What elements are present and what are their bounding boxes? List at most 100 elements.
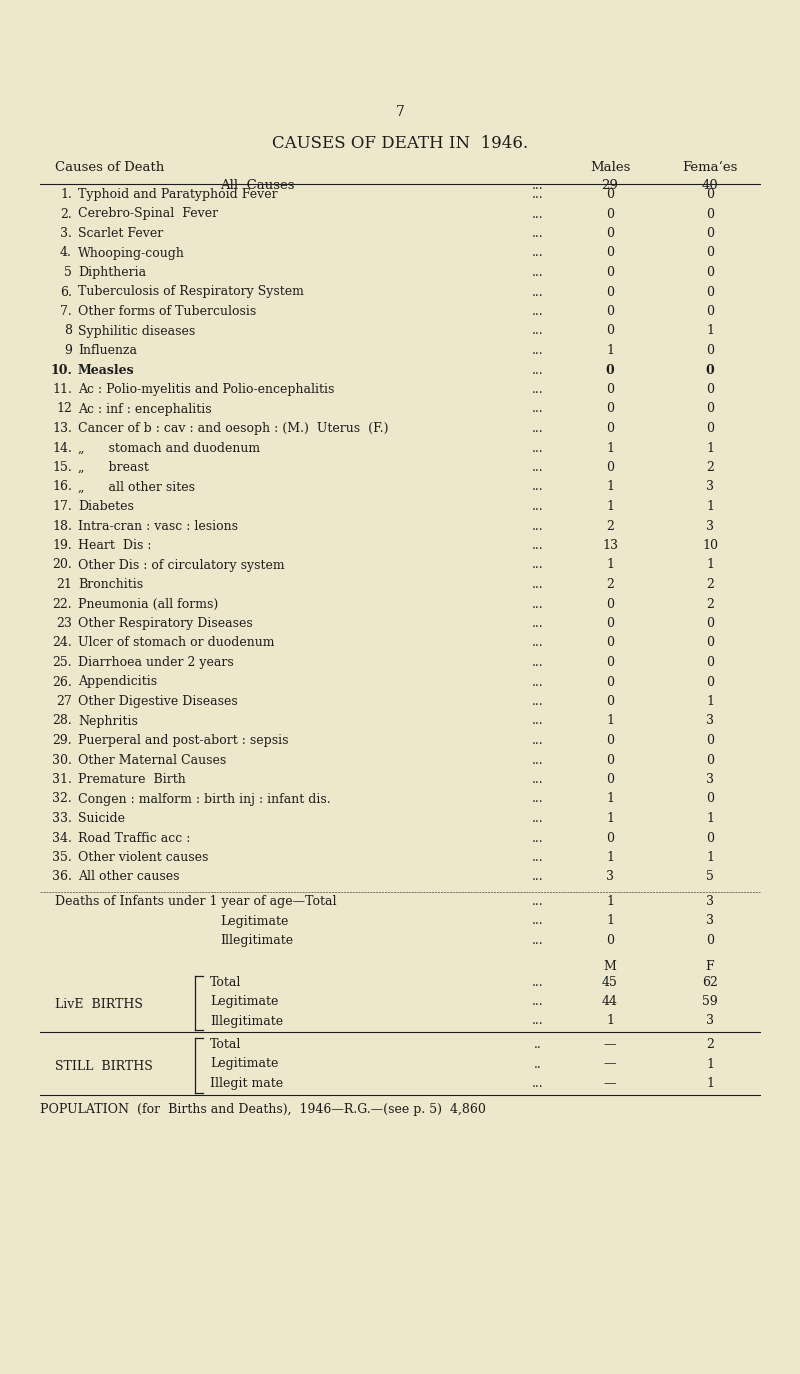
Text: Premature  Birth: Premature Birth	[78, 774, 186, 786]
Text: 0: 0	[606, 246, 614, 260]
Text: 1: 1	[606, 481, 614, 493]
Text: ...: ...	[532, 676, 544, 688]
Text: 4.: 4.	[60, 246, 72, 260]
Text: ...: ...	[532, 1014, 544, 1028]
Text: Deaths of Infants under 1 year of age—Total: Deaths of Infants under 1 year of age—To…	[55, 894, 337, 908]
Text: 14.: 14.	[52, 441, 72, 455]
Text: 1: 1	[706, 558, 714, 572]
Text: ...: ...	[532, 441, 544, 455]
Text: ...: ...	[532, 519, 544, 533]
Text: 8: 8	[64, 324, 72, 338]
Text: 9: 9	[64, 344, 72, 357]
Text: 0: 0	[706, 734, 714, 747]
Text: F: F	[706, 959, 714, 973]
Text: Bronchitis: Bronchitis	[78, 578, 143, 591]
Text: 1: 1	[706, 695, 714, 708]
Text: Ac : Polio-myelitis and Polio-encephalitis: Ac : Polio-myelitis and Polio-encephalit…	[78, 383, 334, 396]
Text: 0: 0	[606, 734, 614, 747]
Text: 1: 1	[606, 812, 614, 824]
Text: Intra-cran : vasc : lesions: Intra-cran : vasc : lesions	[78, 519, 238, 533]
Text: „      stomach and duodenum: „ stomach and duodenum	[78, 441, 260, 455]
Text: 0: 0	[606, 934, 614, 947]
Text: 2: 2	[606, 578, 614, 591]
Text: Causes of Death: Causes of Death	[55, 161, 164, 174]
Text: 1: 1	[606, 915, 614, 927]
Text: 32.: 32.	[52, 793, 72, 805]
Text: Illegitimate: Illegitimate	[220, 934, 293, 947]
Text: Cerebro-Spinal  Fever: Cerebro-Spinal Fever	[78, 207, 218, 220]
Text: 3: 3	[706, 774, 714, 786]
Text: CAUSES OF DEATH IN  1946.: CAUSES OF DEATH IN 1946.	[272, 135, 528, 153]
Text: 0: 0	[606, 695, 614, 708]
Text: 0: 0	[606, 188, 614, 201]
Text: ...: ...	[532, 558, 544, 572]
Text: Scarlet Fever: Scarlet Fever	[78, 227, 163, 240]
Text: 10.: 10.	[50, 364, 72, 376]
Text: Measles: Measles	[78, 364, 134, 376]
Text: 2: 2	[706, 598, 714, 610]
Text: ...: ...	[532, 246, 544, 260]
Text: 1: 1	[606, 500, 614, 513]
Text: 1: 1	[706, 441, 714, 455]
Text: ...: ...	[532, 831, 544, 845]
Text: ...: ...	[532, 578, 544, 591]
Text: 0: 0	[606, 617, 614, 631]
Text: 23: 23	[56, 617, 72, 631]
Text: 3: 3	[706, 714, 714, 727]
Text: ...: ...	[532, 383, 544, 396]
Text: 7: 7	[395, 104, 405, 120]
Text: —: —	[604, 1037, 616, 1051]
Text: 1: 1	[706, 812, 714, 824]
Text: 0: 0	[706, 227, 714, 240]
Text: Influenza: Influenza	[78, 344, 137, 357]
Text: ...: ...	[532, 403, 544, 415]
Text: 1: 1	[606, 558, 614, 572]
Text: 1: 1	[606, 1014, 614, 1028]
Text: Pneumonia (all forms): Pneumonia (all forms)	[78, 598, 218, 610]
Text: All other causes: All other causes	[78, 871, 179, 883]
Text: 22.: 22.	[52, 598, 72, 610]
Text: 59: 59	[702, 995, 718, 1009]
Text: 5: 5	[64, 267, 72, 279]
Text: ...: ...	[532, 753, 544, 767]
Text: Road Traffic acc :: Road Traffic acc :	[78, 831, 190, 845]
Text: 0: 0	[706, 383, 714, 396]
Text: 30.: 30.	[52, 753, 72, 767]
Text: 0: 0	[706, 422, 714, 436]
Text: Diphtheria: Diphtheria	[78, 267, 146, 279]
Text: —: —	[604, 1058, 616, 1070]
Text: 1: 1	[606, 441, 614, 455]
Text: ...: ...	[532, 539, 544, 552]
Text: 3: 3	[706, 915, 714, 927]
Text: Illegit mate: Illegit mate	[210, 1077, 283, 1090]
Text: Other Digestive Diseases: Other Digestive Diseases	[78, 695, 238, 708]
Text: ...: ...	[532, 598, 544, 610]
Text: ...: ...	[532, 305, 544, 317]
Text: 0: 0	[606, 753, 614, 767]
Text: All  Causes: All Causes	[220, 179, 294, 192]
Text: ...: ...	[532, 267, 544, 279]
Text: 0: 0	[606, 462, 614, 474]
Text: 0: 0	[606, 831, 614, 845]
Text: Syphilitic diseases: Syphilitic diseases	[78, 324, 195, 338]
Text: 40: 40	[702, 179, 718, 192]
Text: 0: 0	[706, 831, 714, 845]
Text: 0: 0	[606, 364, 614, 376]
Text: 0: 0	[706, 655, 714, 669]
Text: ..: ..	[534, 1037, 542, 1051]
Text: 6.: 6.	[60, 286, 72, 298]
Text: 2: 2	[706, 462, 714, 474]
Text: ...: ...	[532, 774, 544, 786]
Text: 62: 62	[702, 976, 718, 988]
Text: ...: ...	[532, 915, 544, 927]
Text: 13.: 13.	[52, 422, 72, 436]
Text: 29: 29	[602, 179, 618, 192]
Text: Illegitimate: Illegitimate	[210, 1014, 283, 1028]
Text: Legitimate: Legitimate	[220, 915, 288, 927]
Text: ...: ...	[532, 976, 544, 988]
Text: ...: ...	[532, 500, 544, 513]
Text: 0: 0	[606, 422, 614, 436]
Text: 0: 0	[606, 655, 614, 669]
Text: ...: ...	[532, 695, 544, 708]
Text: 19.: 19.	[52, 539, 72, 552]
